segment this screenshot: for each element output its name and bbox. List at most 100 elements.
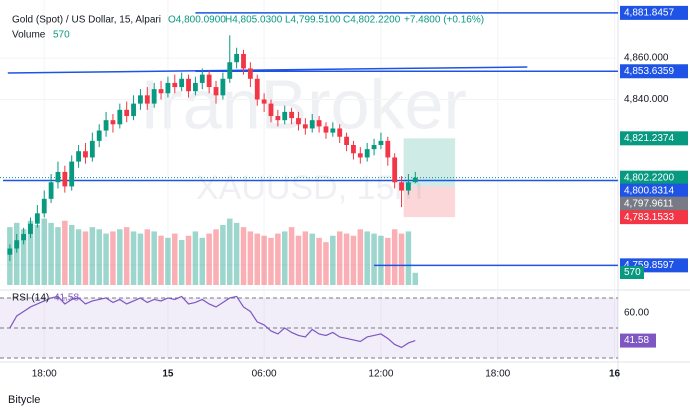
take-profit-zone	[403, 138, 456, 187]
volume-bar	[275, 233, 281, 285]
volume-bar	[68, 225, 75, 285]
volume-bar	[151, 231, 157, 285]
candle-body	[296, 118, 301, 125]
price-badge-label: 4,853.6359	[624, 66, 674, 77]
stop-loss-zone	[403, 186, 456, 218]
candle-body	[34, 213, 40, 224]
candle-body	[344, 136, 349, 146]
footer: Bitycle	[8, 394, 40, 406]
volume-bar	[233, 222, 240, 285]
candle-body	[330, 128, 336, 133]
ohlc-high: H4,805.0300	[225, 15, 283, 26]
candle-body	[206, 74, 212, 88]
candle-body	[364, 149, 370, 158]
candle-body	[165, 82, 171, 94]
candle-body	[62, 171, 68, 187]
volume-bar	[178, 240, 185, 285]
candle-body	[254, 78, 260, 100]
watermark-symbol: XAUUSD, 15m	[196, 169, 423, 207]
volume-bar	[75, 229, 82, 285]
rsi-badge-label: 41.58	[624, 335, 649, 346]
candle-body	[117, 109, 123, 125]
ohlc-change: +7.4800 (+0.16%)	[404, 15, 484, 26]
volume-bar	[391, 229, 398, 285]
ohlc-open: O4,800.0900	[168, 15, 226, 26]
price-badge	[620, 131, 688, 146]
volume-bar	[398, 233, 405, 285]
candle-body	[110, 120, 116, 125]
volume-bar	[247, 231, 254, 285]
x-tick-label: 12:00	[368, 369, 393, 380]
volume-bar	[199, 237, 206, 285]
x-tick-label: 06:00	[252, 369, 277, 380]
volume-badge	[620, 266, 644, 279]
price-badge	[620, 170, 688, 185]
candle-body	[83, 151, 88, 158]
candle-body	[247, 68, 253, 79]
x-tick-label: 18:00	[32, 369, 57, 380]
candle-body	[385, 140, 391, 158]
price-badge	[620, 5, 688, 20]
volume-bar	[357, 229, 364, 285]
candle-body	[76, 151, 81, 162]
volume-bar	[185, 235, 192, 285]
candle-body	[399, 182, 404, 191]
price-badge	[620, 183, 688, 198]
candle-body	[158, 89, 164, 94]
candle-body	[131, 103, 136, 117]
rsi-badge	[620, 333, 656, 348]
volume-bar	[96, 229, 102, 285]
rsi-tick-label: 60.00	[624, 308, 649, 319]
candle-body	[7, 248, 13, 255]
volume-bar	[123, 227, 130, 285]
candle-body	[406, 182, 411, 191]
price-badge-label: 4,802.2200	[624, 172, 674, 183]
candle-body	[192, 82, 198, 92]
candle-body	[220, 78, 226, 96]
volume-bar	[213, 229, 219, 285]
volume-label: Volume	[12, 30, 46, 41]
candle-body	[392, 157, 398, 183]
price-badge	[620, 210, 688, 225]
volume-bar	[220, 225, 226, 285]
candle-body	[144, 95, 150, 104]
volume-bar	[13, 222, 20, 285]
volume-bar	[55, 227, 61, 285]
volume-bar	[103, 233, 109, 285]
price-badge-label: 4,881.8457	[624, 8, 674, 19]
volume-bar	[27, 220, 34, 285]
candle-body	[316, 120, 322, 127]
symbol: Gold (Spot) / US Dollar, 15, Alpari	[12, 15, 161, 26]
candle-body	[21, 234, 27, 241]
candle-body	[275, 116, 281, 121]
candle-body	[378, 140, 384, 146]
x-tick-label: 15	[162, 369, 174, 380]
candle-body	[28, 223, 33, 235]
ohlc-low: L4,799.5100	[285, 15, 341, 26]
candle-body	[412, 177, 418, 183]
volume-bar	[165, 237, 171, 285]
rsi-label: RSI (14)	[12, 293, 49, 304]
volume-bar	[350, 235, 357, 285]
volume-bar	[172, 233, 178, 285]
candle-body	[289, 111, 295, 119]
candle-body	[179, 78, 185, 88]
x-tick-label: 16	[609, 369, 621, 380]
candle-body	[151, 89, 157, 104]
volume-bar	[302, 231, 309, 285]
candle-body	[41, 198, 47, 214]
y-tick-label: 4,840.000	[624, 94, 669, 105]
volume-bar	[82, 231, 89, 285]
volume-bar	[117, 229, 123, 285]
volume-bar	[254, 233, 260, 285]
candle-body	[96, 130, 102, 141]
volume-bar	[110, 231, 116, 285]
candle-body	[227, 62, 233, 79]
volume-bar	[144, 229, 151, 285]
price-badge	[620, 64, 688, 79]
ohlc-close: C4,802.2200	[343, 15, 401, 26]
watermark: IranBroker	[140, 65, 467, 143]
volume-bar	[330, 235, 336, 285]
candle-body	[357, 153, 363, 158]
